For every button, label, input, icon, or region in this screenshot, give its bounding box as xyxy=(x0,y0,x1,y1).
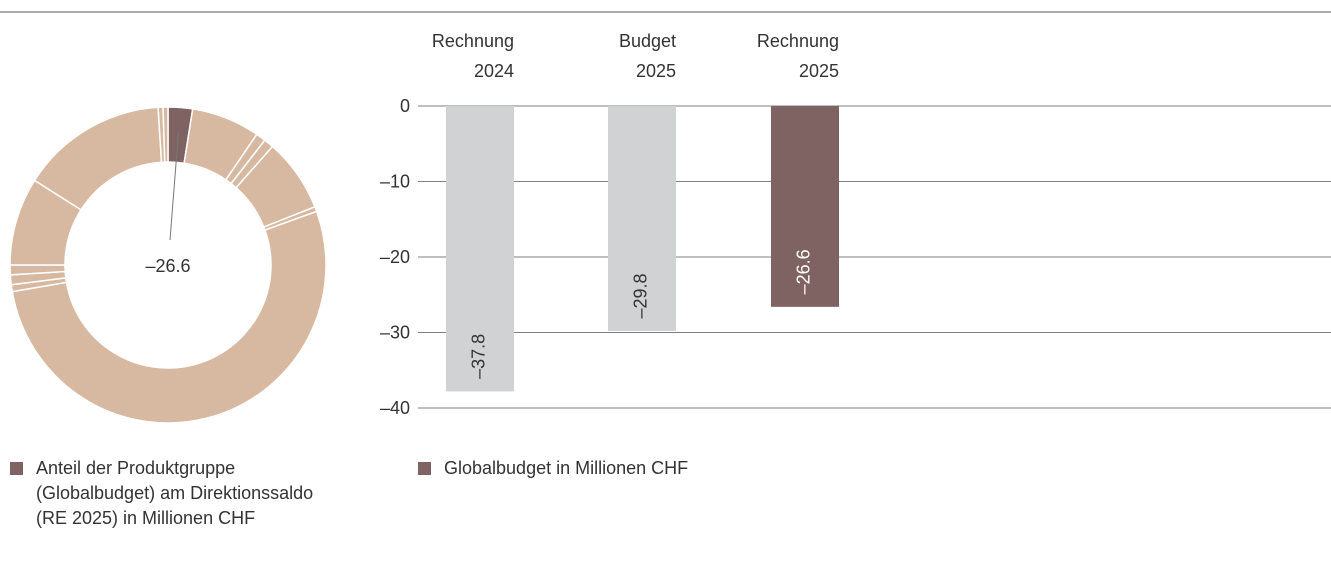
value-label: –37.8 xyxy=(469,334,489,379)
value-label: –29.8 xyxy=(631,273,651,318)
y-tick-label: 0 xyxy=(400,96,410,116)
legend-swatch xyxy=(10,462,23,475)
value-label: –26.6 xyxy=(794,249,814,294)
y-tick-label: –10 xyxy=(380,172,410,192)
y-tick-label: –30 xyxy=(380,323,410,343)
legend-label: Anteil der Produktgruppe (Globalbudget) … xyxy=(36,458,314,528)
legend-label: Globalbudget in Millionen CHF xyxy=(444,458,689,478)
donut-slice xyxy=(11,210,327,424)
leader-line xyxy=(169,132,179,241)
bar xyxy=(608,106,676,331)
legend-swatch xyxy=(418,462,431,475)
bar xyxy=(771,106,839,307)
y-tick-label: –20 xyxy=(380,247,410,267)
x-tick-label: Rechnung 2025 xyxy=(756,31,839,81)
donut-slice xyxy=(162,106,169,163)
x-tick-label: Rechnung 2024 xyxy=(431,31,514,81)
y-tick-label: –40 xyxy=(380,398,410,418)
x-tick-label: Budget 2025 xyxy=(618,31,676,81)
donut-center-label: –26.6 xyxy=(145,256,190,276)
bar xyxy=(446,106,514,392)
